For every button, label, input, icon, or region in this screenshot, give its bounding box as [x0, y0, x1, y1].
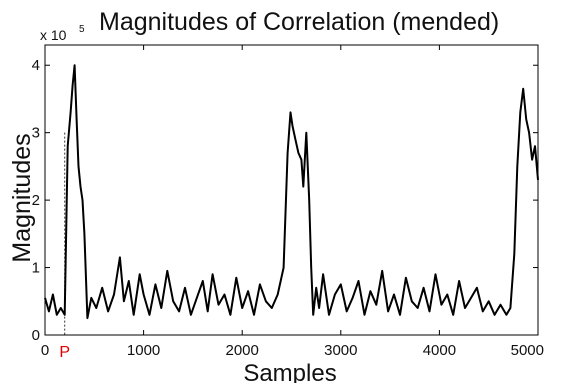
x-axis-label: Samples: [243, 360, 336, 383]
plot-area-border: [44, 44, 539, 336]
x-ticks: 0 1000 2000 3000 4000 5000: [41, 45, 544, 359]
x-tick-label: 4000: [423, 342, 456, 359]
y-tick-label: 1: [32, 260, 40, 277]
y-multiplier-exponent: 5: [79, 24, 85, 35]
y-tick-label: 4: [32, 57, 40, 74]
chart-title: Magnitudes of Correlation (mended): [99, 8, 499, 36]
y-tick-label: 0: [32, 327, 40, 344]
series-line: [44, 64, 539, 320]
y-multiplier-base: x 10: [40, 27, 67, 43]
x-tick-label: 5000: [511, 342, 544, 359]
x-tick-label: 1000: [127, 342, 160, 359]
x-tick-label: 2000: [226, 342, 259, 359]
y-tick-label: 3: [32, 125, 40, 142]
y-multiplier: x 10 5: [40, 24, 85, 43]
y-ticks: 0 1 2 3 4: [32, 57, 538, 344]
y-axis-label: Magnitudes: [8, 133, 36, 262]
marker-label: P: [59, 344, 70, 361]
y-tick-label: 2: [32, 192, 40, 209]
x-tick-label: 3000: [324, 342, 357, 359]
x-tick-label: 0: [41, 342, 49, 359]
